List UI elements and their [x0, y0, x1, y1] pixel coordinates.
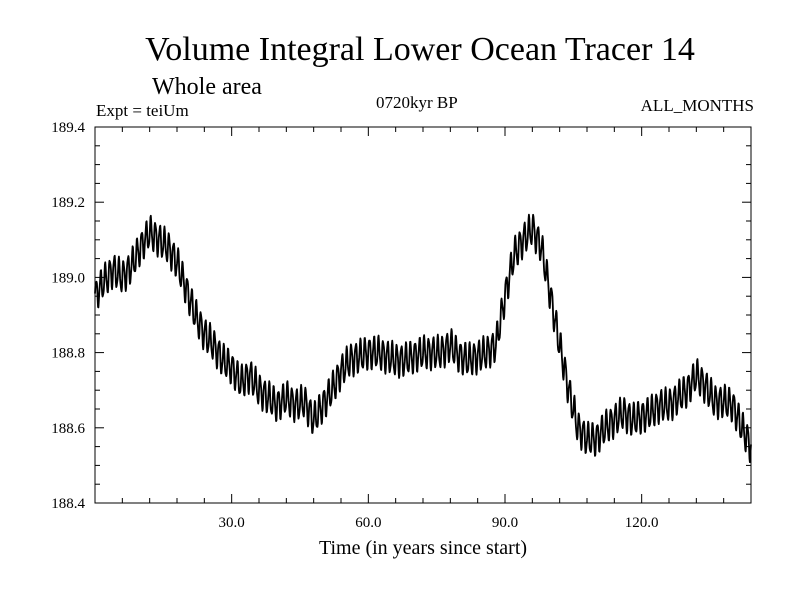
- chart-subtitle: Whole area: [152, 74, 262, 100]
- data-series-line: [94, 213, 752, 464]
- x-tick-label: 30.0: [219, 515, 245, 531]
- period-label: 0720kyr BP: [376, 93, 458, 112]
- experiment-label: Expt = teiUm: [96, 101, 189, 120]
- y-tick-label: 189.4: [51, 120, 85, 136]
- x-tick-label: 120.0: [625, 515, 659, 531]
- y-tick-label: 189.0: [51, 270, 85, 286]
- plot-frame: [94, 126, 752, 504]
- axis-ticks: [95, 127, 751, 503]
- x-tick-label: 90.0: [492, 515, 518, 531]
- x-tick-label: 60.0: [355, 515, 381, 531]
- x-axis-label: Time (in years since start): [318, 537, 528, 559]
- y-tick-label: 188.4: [51, 496, 85, 512]
- months-label: ALL_MONTHS: [640, 96, 754, 115]
- y-tick-label: 188.8: [51, 346, 85, 362]
- tick-labels: 30.0 60.0 90.0 120.0 188.4 188.6 188.8 189.0 189…: [51, 120, 658, 531]
- y-tick-label: 188.6: [51, 421, 85, 437]
- chart-title: Volume Integral Lower Ocean Tracer 14: [145, 31, 695, 68]
- y-tick-label: 189.2: [51, 195, 85, 211]
